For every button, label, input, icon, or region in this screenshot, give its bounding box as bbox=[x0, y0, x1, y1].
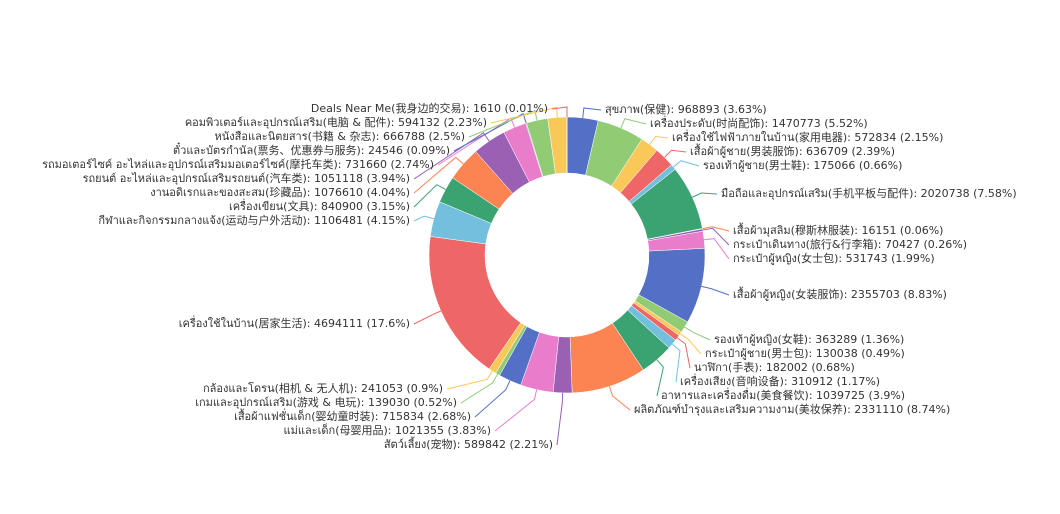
slice-label: เครื่องเสียง(音响设备): 310912 (1.17%) bbox=[680, 375, 881, 388]
slice-label: รองเท้าผู้ชาย(男士鞋): 175066 (0.66%) bbox=[703, 159, 903, 172]
slice-label: เครื่องใช้ในบ้าน(居家生活): 4694111 (17.6%) bbox=[178, 317, 410, 330]
slice-label: เครื่องเขียน(文具): 840900 (3.15%) bbox=[228, 200, 410, 213]
leader-line bbox=[413, 310, 442, 325]
leader-line bbox=[692, 192, 718, 198]
slice-label: เสื้อผ้ามุสลิม(穆斯林服装): 16151 (0.06%) bbox=[733, 224, 944, 237]
leader-line bbox=[453, 112, 527, 152]
leader-line bbox=[702, 226, 730, 232]
slice-label: มือถือและอุปกรณ์เสริม(手机平板与配件): 2020738 … bbox=[721, 187, 1017, 200]
slice-label: สุขภาพ(保健): 968893 (3.63%) bbox=[605, 103, 767, 116]
slice-label: เสื้อผ้าผู้หญิง(女装服饰): 2355703 (8.83%) bbox=[733, 288, 947, 301]
slice-label: กระเป๋าเดินทาง(旅行&行李箱): 70427 (0.26%) bbox=[733, 238, 967, 251]
leader-line bbox=[468, 109, 538, 138]
slice-label: รถยนต์ อะไหล่และอุปกรณ์เสริมรถยนต์(汽车类):… bbox=[82, 172, 410, 185]
leader-line bbox=[413, 215, 434, 222]
leader-line bbox=[460, 374, 499, 404]
slice-label: Deals Near Me(我身边的交易): 1610 (0.01%) bbox=[310, 102, 548, 115]
leader-line bbox=[446, 370, 493, 390]
slice-label: รถมอเตอร์ไซค์ อะไหล่และอุปกรณ์เสริมมอเตอ… bbox=[42, 158, 434, 171]
leader-line bbox=[677, 337, 691, 369]
slice-label: กีฬาและกิจกรรมกลางแจ้ง(运动与户外活动): 1106481… bbox=[98, 214, 410, 227]
leader-line bbox=[413, 156, 464, 194]
slice-label: เสื้อผ้าแฟชั่นเด็ก(婴幼童时装): 715834 (2.68%… bbox=[234, 410, 471, 423]
slice-label: สัตว์เลี้ยง(宠物): 589842 (2.21%) bbox=[383, 438, 553, 451]
leader-line bbox=[551, 106, 568, 118]
leader-line bbox=[704, 238, 730, 260]
leader-line bbox=[620, 118, 647, 129]
slice-label: แม่และเด็ก(母婴用品): 1021355 (3.83%) bbox=[283, 424, 491, 437]
slice-label: อาหารและเครื่องดื่ม(美食餐饮): 1039725 (3.9%… bbox=[661, 389, 906, 402]
slice-label: เครื่องประดับ(时尚配饰): 1470773 (5.52%) bbox=[650, 117, 868, 130]
donut-slices bbox=[428, 116, 706, 394]
leader-line bbox=[680, 333, 702, 355]
slice-label: กล้องและโดรน(相机 & 无人机): 241053 (0.9%) bbox=[203, 382, 443, 395]
slice-label: เสื้อผ้าผู้ชาย(男装服饰): 636709 (2.39%) bbox=[690, 145, 896, 158]
leader-line bbox=[673, 160, 700, 168]
leader-line bbox=[702, 227, 730, 246]
slice-label: หนังสือและนิตยสาร(书籍 & 杂志): 666788 (2.5%… bbox=[214, 130, 465, 143]
leader-line bbox=[494, 389, 538, 432]
leader-line bbox=[672, 343, 681, 383]
slice-label: เกมและอุปกรณ์เสริม(游戏 & 电玩): 139030 (0.5… bbox=[195, 396, 457, 409]
slice-label: งานอดิเรกและของสะสม(珍藏品): 1076610 (4.04%… bbox=[150, 186, 410, 199]
label-leader-lines bbox=[413, 106, 730, 446]
leader-line bbox=[664, 149, 687, 158]
leader-line bbox=[608, 386, 631, 411]
leader-line bbox=[490, 106, 558, 124]
slice-label: รองเท้าผู้หญิง(女鞋): 363289 (1.36%) bbox=[714, 333, 905, 346]
slice-label: กระเป๋าผู้ชาย(男士包): 130038 (0.49%) bbox=[705, 347, 905, 360]
slice-label: คอมพิวเตอร์และอุปกรณ์เสริม(电脑 & 配件): 594… bbox=[184, 116, 487, 129]
slice-label: เครื่องใช้ไฟฟ้าภายในบ้าน(家用电器): 572834 (… bbox=[672, 131, 944, 144]
leader-line bbox=[656, 359, 664, 397]
slice-label: ตั๋วและบัตรกำนัล(票务、优惠券与服务): 24546 (0.09… bbox=[173, 144, 450, 157]
slice-label: ผลิตภัณฑ์บำรุงและเสริมความงาม(美妆保养): 233… bbox=[634, 403, 951, 416]
slice-label: นาฬิกา(手表): 182002 (0.68%) bbox=[694, 361, 855, 374]
leader-line bbox=[582, 107, 602, 118]
slice-label: กระเป๋าผู้หญิง(女士包): 531743 (1.99%) bbox=[733, 252, 935, 265]
leader-line bbox=[649, 135, 669, 145]
leader-line bbox=[413, 184, 446, 208]
leader-line bbox=[684, 326, 711, 341]
leader-line bbox=[413, 132, 490, 180]
leader-line bbox=[474, 380, 511, 418]
leader-line bbox=[701, 285, 730, 296]
leader-line bbox=[556, 392, 564, 446]
